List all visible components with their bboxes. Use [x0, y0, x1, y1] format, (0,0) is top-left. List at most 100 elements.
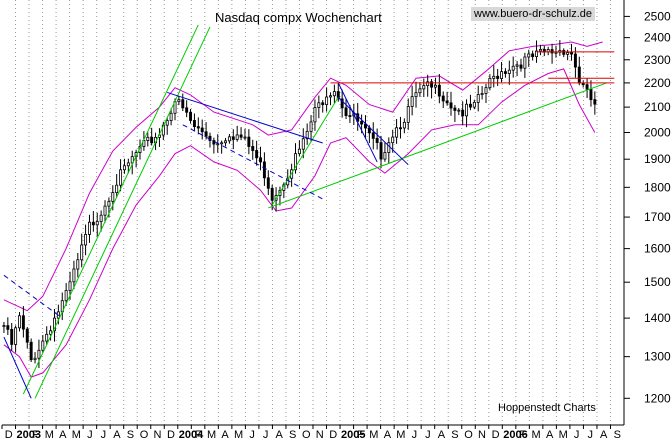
x-tick-label: O — [302, 429, 311, 441]
candle-body — [566, 52, 570, 55]
candle-body — [99, 214, 103, 222]
trend-down-line — [3, 336, 32, 399]
candle-body — [418, 88, 422, 94]
candle-body — [297, 148, 301, 155]
candle-body — [313, 107, 317, 123]
candle-body — [562, 50, 566, 55]
y-tick-label: 1800 — [644, 180, 671, 194]
x-tick-label: N — [316, 429, 324, 441]
x-tick-label: A — [384, 429, 392, 441]
candle-body — [37, 349, 41, 359]
candle-body — [573, 53, 577, 68]
candle-body — [130, 156, 134, 164]
candle-body — [336, 91, 340, 100]
candle-body — [235, 134, 239, 140]
candle-body — [325, 96, 329, 106]
candle-body — [496, 75, 500, 79]
candle-body — [340, 98, 344, 109]
candle-body — [329, 95, 332, 98]
candle-body — [294, 153, 297, 171]
candle-body — [196, 126, 200, 129]
candle-body — [465, 103, 469, 117]
chart-title: Nasdaq compx Wochenchart — [215, 10, 382, 25]
candle-body — [531, 53, 535, 58]
candle-body — [577, 66, 581, 84]
candle-body — [239, 134, 243, 138]
candle-body — [251, 146, 255, 151]
x-tick-label: D — [329, 429, 337, 441]
x-tick-label: 2006 — [503, 429, 527, 441]
x-tick-label: J — [425, 429, 431, 441]
y-tick-label: 2200 — [644, 76, 671, 90]
x-tick-label: N — [478, 429, 486, 441]
x-tick-label: F — [519, 429, 526, 441]
trend-down-line — [167, 91, 323, 144]
candle-body — [437, 84, 441, 97]
x-tick-label: S — [614, 429, 621, 441]
x-tick-label: D — [167, 429, 175, 441]
candle-body — [185, 107, 189, 113]
x-tick-label: M — [72, 429, 81, 441]
chart-grid — [15, 0, 611, 425]
trend-down-line — [337, 82, 378, 163]
candle-body — [10, 328, 14, 345]
candle-body — [430, 81, 434, 88]
x-tick-label: M — [396, 429, 405, 441]
candle-body — [270, 187, 274, 201]
y-tick-label: 1500 — [644, 275, 671, 289]
candle-body — [107, 200, 111, 207]
candle-body — [25, 328, 29, 343]
trend-up-line — [268, 82, 607, 209]
x-tick-label: 2003 — [17, 429, 41, 441]
y-tick-label: 1200 — [644, 391, 671, 405]
candle-body — [45, 333, 49, 342]
x-tick-label: M — [45, 429, 54, 441]
y-tick-label: 1700 — [644, 210, 671, 224]
y-tick-label: 2100 — [644, 100, 671, 114]
x-tick-label: O — [140, 429, 149, 441]
candle-body — [585, 84, 589, 90]
candle-body — [122, 165, 126, 171]
candle-body — [476, 94, 480, 103]
candle-body — [391, 136, 395, 144]
candle-body — [18, 315, 21, 329]
candle-body — [503, 71, 507, 74]
candle-body — [68, 281, 72, 291]
candle-body — [484, 87, 488, 94]
trend-up-line — [34, 26, 211, 399]
candle-body — [80, 244, 84, 261]
x-tick-label: S — [127, 429, 134, 441]
candle-body — [21, 315, 25, 330]
candle-body — [589, 88, 593, 101]
candle-body — [231, 136, 235, 140]
candle-body — [247, 136, 251, 147]
candle-body — [422, 85, 426, 90]
candle-body — [220, 142, 224, 145]
x-tick-label: J — [263, 429, 269, 441]
x-tick-label: F — [32, 429, 39, 441]
y-tick-label: 1400 — [644, 311, 671, 325]
candle-body — [224, 140, 228, 144]
candle-body — [371, 132, 375, 139]
candle-body — [165, 120, 169, 126]
x-tick-label: M — [369, 429, 378, 441]
y-tick-label: 2400 — [644, 31, 671, 45]
candle-body — [72, 268, 76, 283]
candle-body — [570, 52, 573, 55]
candle-body — [321, 102, 325, 106]
candle-body — [146, 136, 150, 141]
candle-body — [511, 65, 515, 71]
x-tick-label: D — [5, 429, 13, 441]
y-tick-label: 1900 — [644, 152, 671, 166]
x-tick-label: N — [154, 429, 162, 441]
candle-body — [14, 327, 18, 345]
candle-body — [87, 221, 91, 235]
candle-body — [535, 50, 539, 58]
candle-body — [84, 234, 88, 246]
candle-body — [379, 142, 383, 160]
candle-body — [177, 99, 181, 103]
candle-body — [111, 192, 115, 202]
source-label: www.buero-dr-schulz.de — [471, 7, 595, 21]
candle-body — [449, 102, 453, 109]
